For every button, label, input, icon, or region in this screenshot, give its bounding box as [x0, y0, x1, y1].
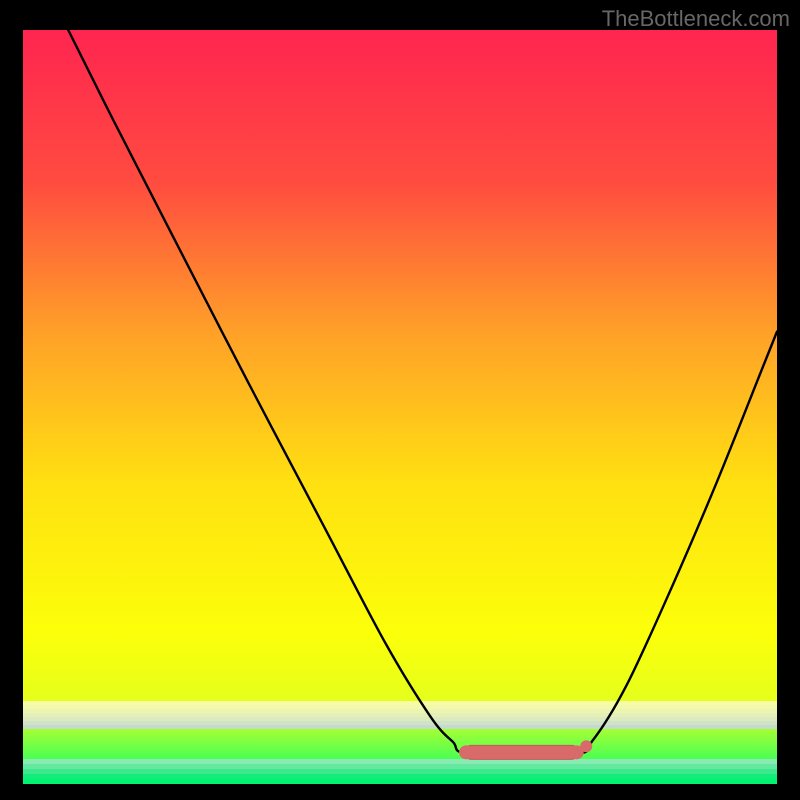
figure-root: TheBottleneck.com: [0, 0, 800, 800]
end-dot: [580, 740, 592, 752]
plot-area: [23, 30, 777, 784]
bottom-lozenge: [464, 745, 579, 759]
curve-path: [68, 30, 777, 755]
bottom-lozenge-left-cap: [459, 745, 473, 759]
bottleneck-curve: [23, 30, 777, 784]
attribution-text: TheBottleneck.com: [602, 6, 790, 32]
